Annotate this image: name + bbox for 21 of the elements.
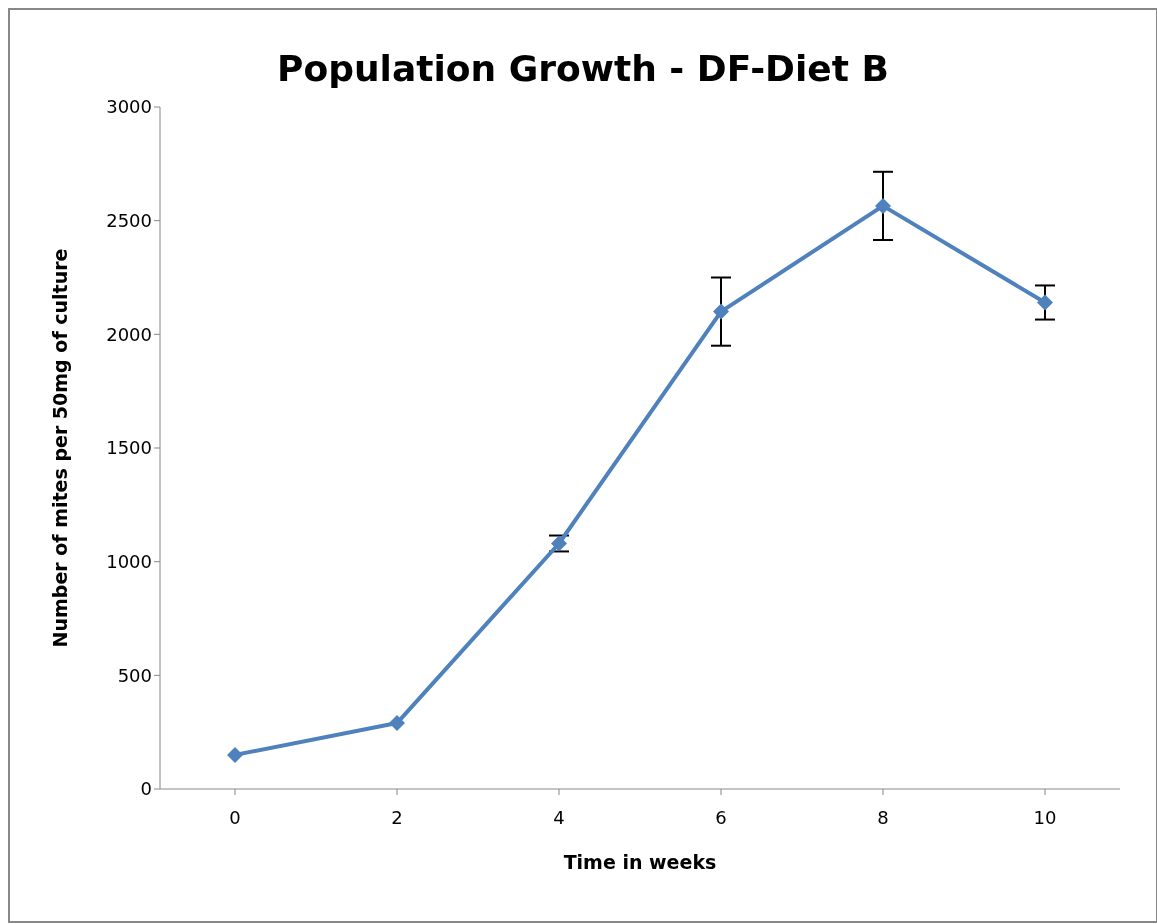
x-tick-label: 8 <box>877 806 889 828</box>
x-tick-label: 4 <box>553 806 565 828</box>
x-axis-title: Time in weeks <box>563 851 717 873</box>
point <box>389 715 405 732</box>
y-tick-label: 0 <box>140 778 152 800</box>
x-tick-label: 10 <box>1033 806 1057 828</box>
point <box>875 197 891 214</box>
y-tick-label: 500 <box>117 664 152 686</box>
y-tick-label: 2000 <box>106 323 152 345</box>
chart-title: Population Growth - DF-Diet B <box>276 48 890 89</box>
y-tick-label: 1000 <box>106 551 152 573</box>
point <box>1037 294 1053 311</box>
x-tick-label: 6 <box>715 806 727 828</box>
y-axis-title: Number of mites per 50mg of culture <box>48 248 71 648</box>
x-tick-label: 2 <box>391 806 403 828</box>
point <box>713 303 729 320</box>
y-tick-label: 2500 <box>106 210 152 232</box>
x-tick-label: 0 <box>229 806 241 828</box>
y-tick-label: 1500 <box>106 437 152 459</box>
y-tick-label: 3000 <box>106 96 152 118</box>
point <box>227 746 243 763</box>
